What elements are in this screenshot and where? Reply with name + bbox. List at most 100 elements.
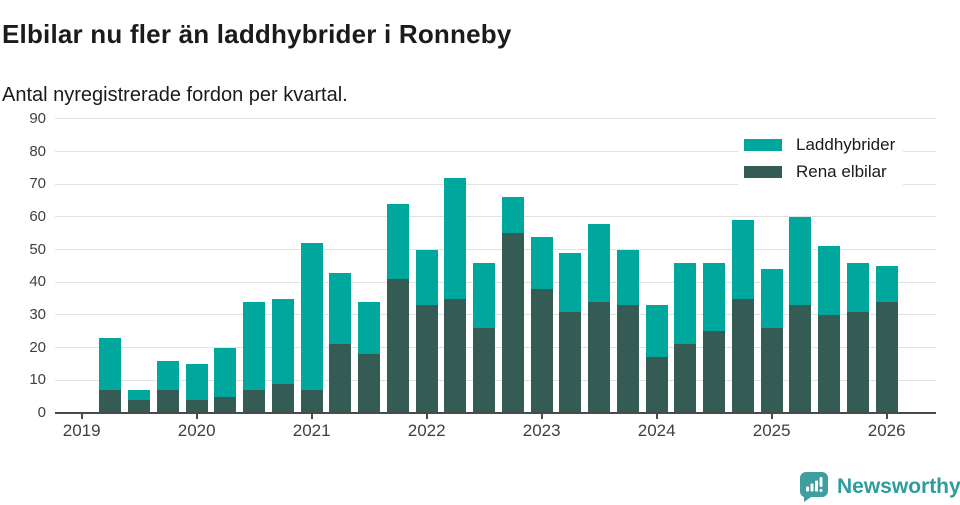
bar-2019-q2-rena-elbilar <box>99 390 122 413</box>
x-axis-tick-2022 <box>425 414 428 419</box>
legend-label: Rena elbilar <box>796 162 887 181</box>
gridline-y-70 <box>55 183 936 185</box>
bar-2025-q3-rena-elbilar <box>818 314 841 413</box>
brand-name: Newsworthy <box>837 474 960 498</box>
bar-2025-q2-rena-elbilar <box>789 305 812 413</box>
bar-2024-q3-rena-elbilar <box>703 331 726 413</box>
bar-2026-q1-rena-elbilar <box>875 301 898 413</box>
bar-2020-q3-rena-elbilar <box>243 390 266 413</box>
bar-2024-q4-rena-elbilar <box>731 298 754 413</box>
bar-2022-q1-laddhybrider <box>415 249 438 306</box>
bar-2023-q2-rena-elbilar <box>559 311 582 413</box>
bar-2019-q3-rena-elbilar <box>128 399 151 413</box>
bar-2019-q4-laddhybrider <box>156 360 179 391</box>
newsworthy-attribution-link[interactable]: Newsworthy <box>799 471 960 502</box>
bar-2023-q3-laddhybrider <box>588 223 611 302</box>
bar-2020-q2-rena-elbilar <box>214 396 237 413</box>
bar-2023-q4-rena-elbilar <box>616 305 639 413</box>
y-axis-label-70: 70 <box>29 175 46 193</box>
bar-2021-q2-rena-elbilar <box>329 344 352 413</box>
bar-2022-q4-rena-elbilar <box>501 233 524 413</box>
bar-2025-q3-laddhybrider <box>818 246 841 315</box>
gridline-y-80 <box>55 151 936 153</box>
bar-2025-q4-rena-elbilar <box>846 311 869 413</box>
bar-2020-q4-rena-elbilar <box>271 383 294 413</box>
bar-2020-q1-rena-elbilar <box>185 399 208 413</box>
x-axis-label-2021: 2021 <box>292 421 331 440</box>
y-axis-label-80: 80 <box>29 142 46 160</box>
bar-2023-q2-laddhybrider <box>559 252 582 312</box>
y-axis-label-60: 60 <box>29 207 46 225</box>
x-axis-tick-2024 <box>655 414 658 419</box>
y-axis-label-20: 20 <box>29 338 46 356</box>
y-axis-label-40: 40 <box>29 273 46 291</box>
bar-2024-q2-rena-elbilar <box>674 344 697 413</box>
bar-2025-q4-laddhybrider <box>846 262 869 312</box>
chart-legend: Laddhybrider Rena elbilar <box>738 131 904 186</box>
x-axis-label-2019: 2019 <box>62 421 101 440</box>
x-axis-label-2024: 2024 <box>637 421 676 440</box>
bar-2022-q3-laddhybrider <box>473 262 496 329</box>
legend-label: Laddhybrider <box>796 135 896 154</box>
bar-2021-q1-rena-elbilar <box>300 390 323 413</box>
bar-2019-q4-rena-elbilar <box>156 390 179 413</box>
bar-2020-q3-laddhybrider <box>243 301 266 391</box>
bar-2024-q1-rena-elbilar <box>645 357 668 413</box>
newsworthy-logo-icon <box>800 472 828 502</box>
bar-2020-q2-laddhybrider <box>214 347 237 397</box>
bar-2023-q3-rena-elbilar <box>588 301 611 413</box>
x-axis-line <box>55 412 936 414</box>
bar-2020-q4-laddhybrider <box>271 298 294 384</box>
gridline-y-30 <box>55 314 936 316</box>
y-axis-label-90: 90 <box>29 109 46 127</box>
page-title: Elbilar nu fler än laddhybrider i Ronneb… <box>2 19 512 50</box>
y-axis-label-0: 0 <box>37 404 46 421</box>
bar-2024-q2-laddhybrider <box>674 262 697 345</box>
bar-2021-q3-laddhybrider <box>358 301 381 355</box>
bar-2021-q1-laddhybrider <box>300 243 323 391</box>
rena-elbilar-swatch <box>744 166 782 178</box>
x-axis-label-2022: 2022 <box>407 421 446 440</box>
gridline-y-60 <box>55 216 936 218</box>
page-subtitle: Antal nyregistrerade fordon per kvartal. <box>2 84 348 106</box>
bar-2024-q4-laddhybrider <box>731 220 754 299</box>
bar-2025-q2-laddhybrider <box>789 216 812 306</box>
bar-2025-q1-laddhybrider <box>760 269 783 329</box>
bar-2019-q2-laddhybrider <box>99 337 122 391</box>
legend-item-laddhybrider: Laddhybrider <box>744 135 895 155</box>
gridline-y-10 <box>55 379 936 381</box>
bar-2022-q2-rena-elbilar <box>444 298 467 413</box>
gridline-y-50 <box>55 249 936 251</box>
x-axis-label-2026: 2026 <box>867 421 906 440</box>
bar-2022-q2-laddhybrider <box>444 177 467 299</box>
laddhybrider-swatch <box>744 139 782 151</box>
bar-2024-q3-laddhybrider <box>703 262 726 332</box>
y-axis-label-50: 50 <box>29 240 46 258</box>
x-axis-label-2020: 2020 <box>177 421 216 440</box>
gridline-y-40 <box>55 281 936 283</box>
x-axis-tick-2025 <box>770 414 773 419</box>
bar-2022-q1-rena-elbilar <box>415 305 438 413</box>
bar-2022-q3-rena-elbilar <box>473 328 496 413</box>
x-axis-label-2025: 2025 <box>752 421 791 440</box>
bar-2021-q3-rena-elbilar <box>358 354 381 413</box>
x-axis-label-2023: 2023 <box>522 421 561 440</box>
bar-2021-q4-laddhybrider <box>386 203 409 280</box>
bar-2023-q1-laddhybrider <box>530 236 553 289</box>
bar-2024-q1-laddhybrider <box>645 305 668 358</box>
x-axis-tick-2020 <box>195 414 198 419</box>
gridline-y-90 <box>55 118 936 120</box>
gridline-y-20 <box>55 347 936 349</box>
bar-2025-q1-rena-elbilar <box>760 328 783 413</box>
bar-2022-q4-laddhybrider <box>501 197 524 234</box>
x-axis-tick-2026 <box>885 414 888 419</box>
bar-2023-q1-rena-elbilar <box>530 288 553 413</box>
bar-2021-q4-rena-elbilar <box>386 279 409 413</box>
bar-2023-q4-laddhybrider <box>616 249 639 306</box>
bar-2020-q1-laddhybrider <box>185 363 208 400</box>
x-axis-tick-2019 <box>80 414 83 419</box>
bar-2019-q3-laddhybrider <box>128 390 151 400</box>
x-axis-tick-2021 <box>310 414 313 419</box>
